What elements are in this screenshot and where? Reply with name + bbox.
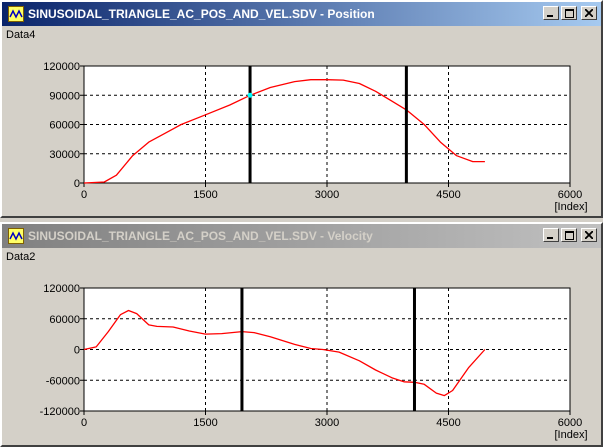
y-tick-label: 60000 bbox=[49, 314, 80, 326]
title-bar[interactable]: SINUSOIDAL_TRIANGLE_AC_POS_AND_VEL.SDV -… bbox=[2, 224, 601, 248]
x-unit-label: [Index] bbox=[554, 429, 587, 441]
y-tick-label: 0 bbox=[74, 178, 80, 190]
x-tick-label: 0 bbox=[81, 417, 87, 429]
close-icon bbox=[585, 9, 593, 17]
x-tick-label: 1500 bbox=[193, 417, 217, 429]
maximize-button[interactable] bbox=[561, 6, 577, 20]
velocity-chart: Data2 -120000 -60000 0 60000 120000 0 1500 3000 4… bbox=[6, 251, 588, 441]
maximize-button[interactable] bbox=[561, 228, 577, 242]
maximize-icon bbox=[564, 230, 574, 240]
y-tick-label: -120000 bbox=[40, 406, 80, 418]
x-tick-label: 0 bbox=[81, 189, 87, 201]
y-tick-label: 0 bbox=[74, 345, 80, 357]
x-tick-label: 3000 bbox=[315, 417, 339, 429]
y-tick-label: -60000 bbox=[46, 375, 80, 387]
series-label: Data4 bbox=[6, 29, 35, 41]
y-tick-label: 90000 bbox=[49, 90, 80, 102]
y-tick-label: 60000 bbox=[49, 120, 80, 132]
x-tick-label: 3000 bbox=[315, 189, 339, 201]
x-tick-label: 4500 bbox=[436, 417, 460, 429]
minimize-button[interactable] bbox=[543, 228, 559, 242]
minimize-icon bbox=[547, 237, 553, 239]
title-bar[interactable]: SINUSOIDAL_TRIANGLE_AC_POS_AND_VEL.SDV -… bbox=[2, 2, 601, 26]
close-button[interactable] bbox=[581, 228, 597, 242]
velocity-window: SINUSOIDAL_TRIANGLE_AC_POS_AND_VEL.SDV -… bbox=[0, 222, 603, 447]
app-icon bbox=[8, 228, 24, 244]
window-title: SINUSOIDAL_TRIANGLE_AC_POS_AND_VEL.SDV -… bbox=[28, 7, 375, 21]
series-line bbox=[83, 309, 486, 397]
cursor-marker bbox=[247, 92, 253, 98]
maximize-icon bbox=[564, 8, 574, 18]
x-tick-label: 6000 bbox=[558, 189, 582, 201]
position-window: SINUSOIDAL_TRIANGLE_AC_POS_AND_VEL.SDV -… bbox=[0, 0, 603, 218]
x-tick-label: 4500 bbox=[436, 189, 460, 201]
series-line bbox=[83, 79, 485, 184]
x-tick-label: 1500 bbox=[193, 189, 217, 201]
x-tick-label: 6000 bbox=[558, 417, 582, 429]
series-label: Data2 bbox=[6, 251, 35, 263]
app-icon bbox=[8, 6, 24, 22]
close-icon bbox=[585, 231, 593, 239]
y-tick-label: 30000 bbox=[49, 149, 80, 161]
position-chart: Data4 0 30000 60000 90000 120000 0 1500 3000 4500… bbox=[6, 29, 588, 213]
window-title: SINUSOIDAL_TRIANGLE_AC_POS_AND_VEL.SDV -… bbox=[28, 229, 373, 243]
close-button[interactable] bbox=[581, 6, 597, 20]
minimize-icon bbox=[547, 15, 553, 17]
x-unit-label: [Index] bbox=[554, 201, 587, 213]
y-tick-label: 120000 bbox=[43, 61, 80, 73]
minimize-button[interactable] bbox=[543, 6, 559, 20]
y-tick-label: 120000 bbox=[43, 283, 80, 295]
